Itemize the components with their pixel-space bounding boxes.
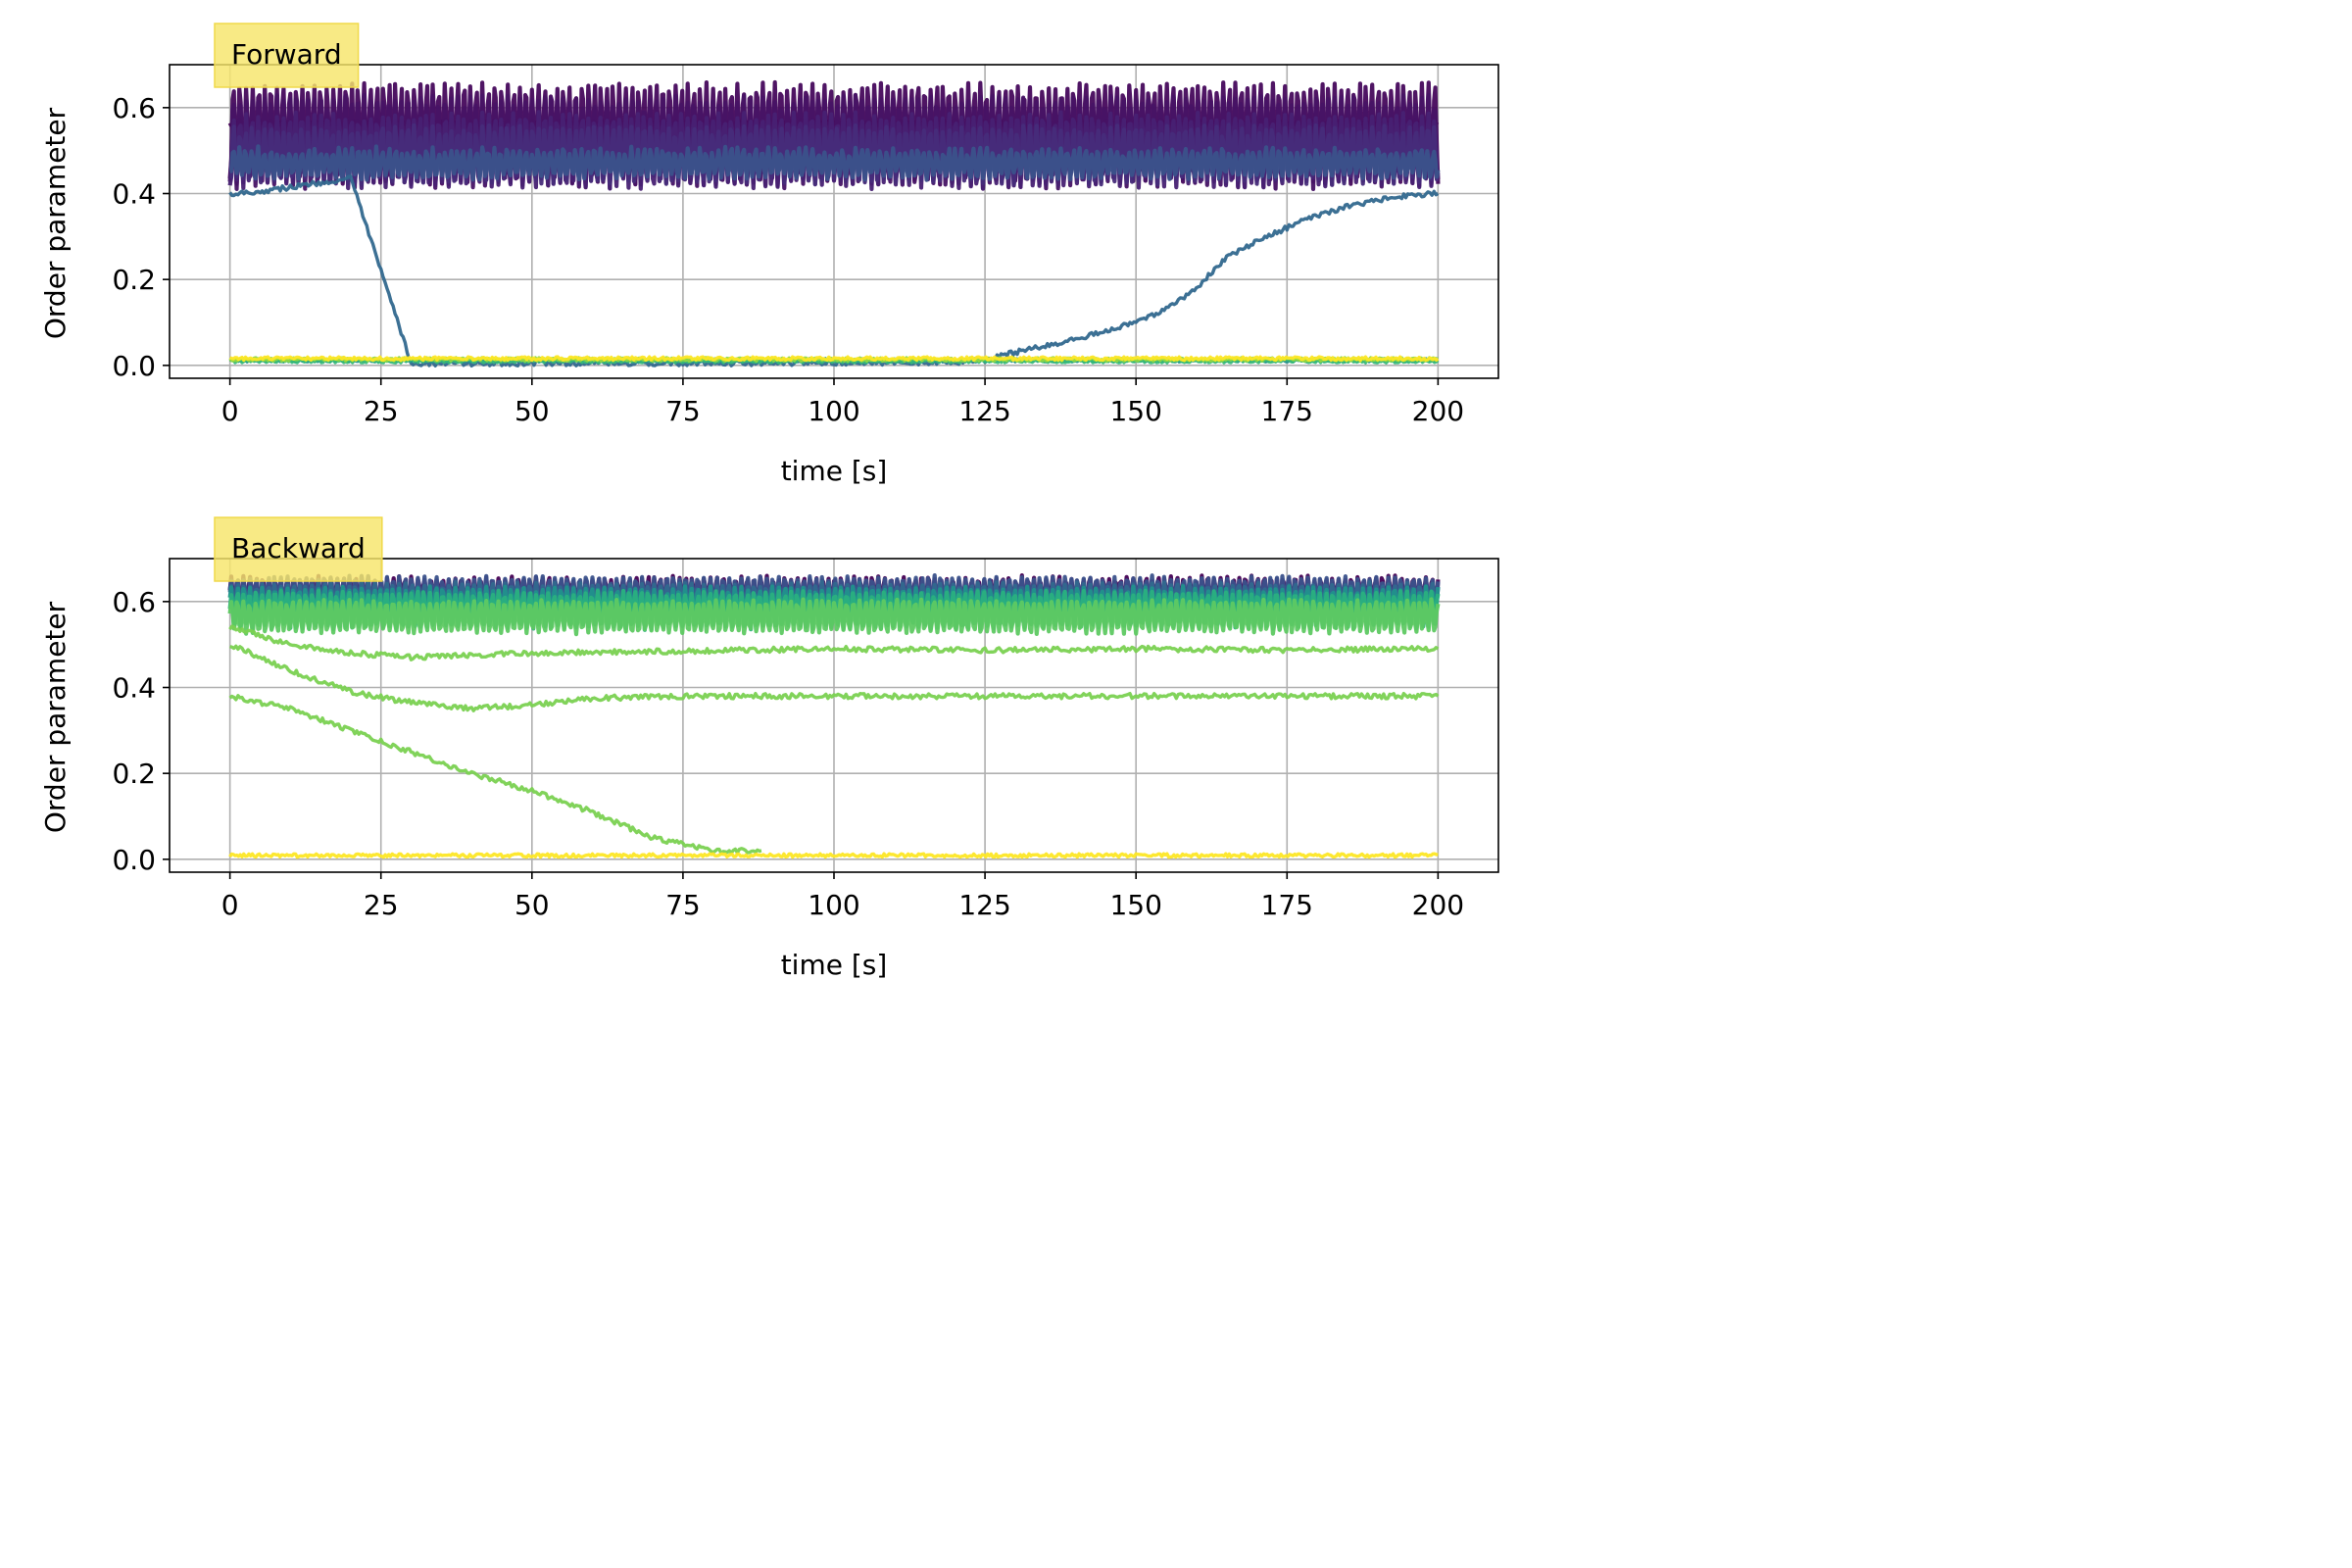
x-tick-label: 75 [665, 889, 701, 921]
chart-panel-2: 0 25 50 75 100 125 150 175 200 0.0 0.2 0.4 0.6 time [… [39, 516, 1499, 981]
panel-label-forward: Forward [214, 23, 360, 88]
x-tick-label: 100 [808, 395, 859, 427]
x-axis-label: time [s] [781, 455, 888, 487]
y-tick-label: 0.6 [112, 586, 156, 618]
figure: 0 25 50 75 100 125 150 175 200 0.0 0.2 0.4 0.6 time [… [39, 23, 1499, 981]
x-tick-label: 50 [514, 395, 550, 427]
panel-label-text: Backward [231, 532, 366, 564]
series-line [228, 852, 1439, 859]
series-group [227, 573, 1441, 859]
x-tick-label: 25 [364, 889, 399, 921]
x-tick-label: 200 [1412, 395, 1464, 427]
y-tick-label: 0.2 [112, 264, 156, 296]
x-tick-label: 175 [1261, 889, 1313, 921]
x-tick-label: 150 [1109, 889, 1161, 921]
y-tick-label: 0.6 [112, 92, 156, 124]
y-axis-label: Order parameter [39, 107, 72, 339]
x-tick-label: 100 [808, 889, 859, 921]
x-tick-label: 0 [221, 395, 239, 427]
x-tick-label: 125 [958, 889, 1010, 921]
x-tick-label: 150 [1109, 395, 1161, 427]
x-tick-label: 200 [1412, 889, 1464, 921]
series-line [227, 597, 1441, 637]
x-tick-label: 50 [514, 889, 550, 921]
y-tick-label: 0.0 [112, 844, 156, 876]
series-group [227, 79, 1441, 368]
chart-panel-1: 0 25 50 75 100 125 150 175 200 0.0 0.2 0.4 0.6 time [… [39, 23, 1499, 487]
y-tick-label: 0.0 [112, 350, 156, 382]
panel-label-text: Forward [231, 38, 342, 71]
x-axis-label: time [s] [781, 949, 888, 981]
y-tick-label: 0.4 [112, 672, 156, 705]
y-tick-label: 0.2 [112, 758, 156, 790]
y-tick-label: 0.4 [112, 178, 156, 211]
panel-label-box [214, 23, 360, 88]
x-tick-label: 125 [958, 395, 1010, 427]
x-tick-label: 0 [221, 889, 239, 921]
series-line [228, 144, 1441, 182]
series-line [228, 355, 1440, 363]
x-tick-label: 25 [364, 395, 399, 427]
series-line [228, 624, 1440, 662]
x-tick-label: 75 [665, 395, 701, 427]
panel-label-box [214, 516, 383, 582]
panel-label-backward: Backward [214, 516, 383, 582]
series-line [229, 644, 1440, 712]
x-tick-label: 175 [1261, 395, 1313, 427]
series-line [228, 694, 762, 856]
y-axis-label: Order parameter [39, 601, 72, 833]
